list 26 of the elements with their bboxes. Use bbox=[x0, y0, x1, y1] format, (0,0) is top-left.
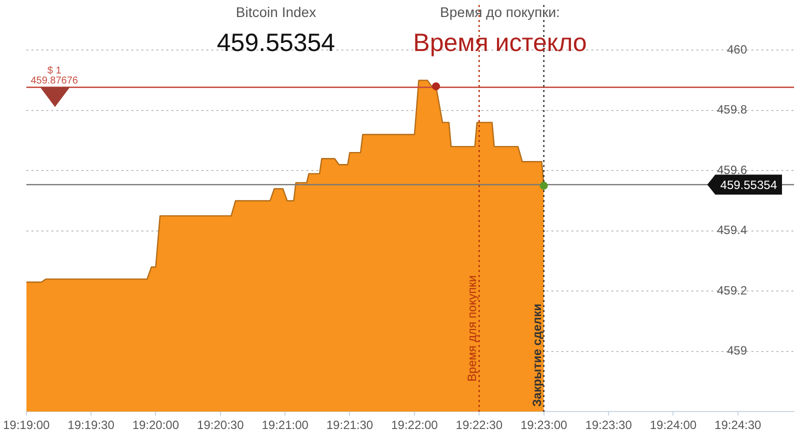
x-tick-label: 19:23:30 bbox=[585, 418, 632, 432]
y-tick-label: 459.2 bbox=[716, 283, 748, 298]
ref-line-label: Время для покупки bbox=[465, 275, 480, 382]
y-tick-label: 459 bbox=[726, 344, 748, 358]
annotation: Время до покупки: bbox=[439, 4, 561, 20]
x-tick-label: 19:23:00 bbox=[520, 418, 568, 432]
annotation: Время истекло bbox=[412, 29, 588, 58]
chart-title: Bitcoin Index bbox=[234, 4, 318, 20]
x-tick-label: 19:20:00 bbox=[132, 418, 180, 432]
x-tick-label: 19:22:30 bbox=[456, 418, 503, 432]
y-tick-label: 459.4 bbox=[716, 223, 748, 238]
x-tick-label: 19:21:00 bbox=[262, 418, 309, 432]
x-tick-label: 19:19:00 bbox=[2, 418, 50, 432]
x-tick-label: 19:21:30 bbox=[326, 418, 374, 432]
x-tick-label: 19:24:00 bbox=[650, 418, 697, 432]
ref-line-label: Закрытие сделки bbox=[530, 304, 544, 407]
x-tick-label: 19:19:30 bbox=[68, 418, 115, 432]
x-tick-label: 19:20:30 bbox=[197, 418, 244, 432]
y-tick-label: 459.6 bbox=[716, 162, 748, 177]
ref-line-label: $ 1 459.87676 bbox=[30, 65, 78, 86]
ref-line-label: 459.55354 bbox=[720, 178, 778, 192]
text: 459.55354 bbox=[216, 29, 336, 58]
x-tick-label: 19:22:00 bbox=[391, 418, 438, 432]
y-tick-label: 460 bbox=[726, 42, 748, 56]
y-tick-label: 459.8 bbox=[716, 102, 748, 117]
x-tick-label: 19:24:30 bbox=[714, 418, 762, 432]
